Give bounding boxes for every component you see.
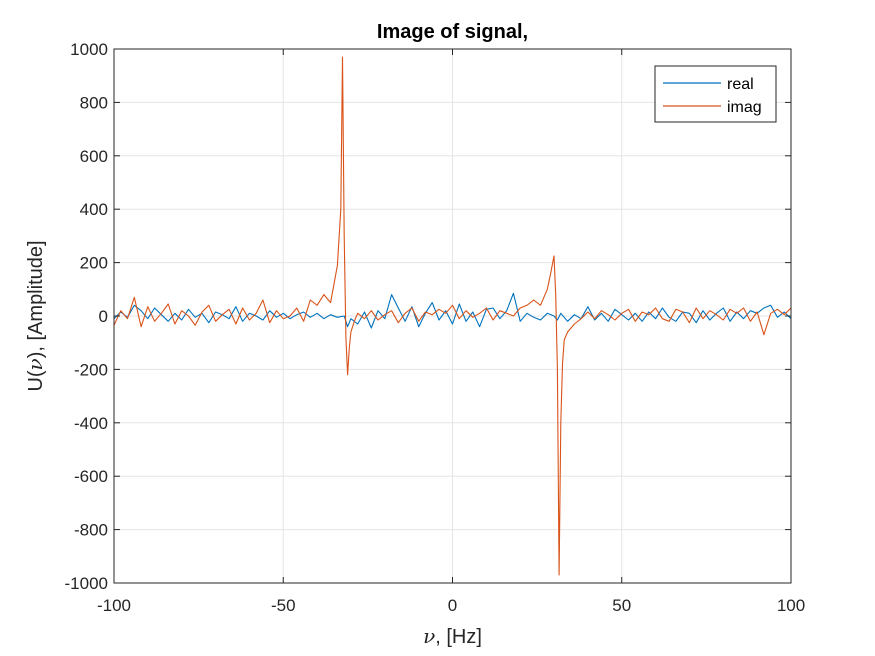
- x-tick-label: 0: [448, 596, 457, 615]
- legend-box: [654, 65, 777, 123]
- x-axis-label: ν, [Hz]: [423, 624, 482, 648]
- y-axis-label-prefix: U(: [25, 370, 47, 391]
- legend-label-real: real: [727, 76, 754, 93]
- ticks: -100 -50 0 50 100 -1000 -800 -600 -400 -200 0 200 40…: [65, 40, 806, 615]
- y-tick-label: -600: [74, 467, 108, 486]
- y-axis-label-suffix: ), [Amplitude]: [25, 240, 47, 358]
- y-tick-label: -800: [74, 521, 108, 540]
- y-axis-label: U(ν), [Amplitude]: [23, 240, 47, 391]
- x-tick-label: 100: [777, 596, 805, 615]
- x-tick-label: -100: [97, 596, 131, 615]
- grid: [113, 48, 792, 584]
- y-tick-label: -1000: [65, 574, 108, 593]
- y-tick-label: -200: [74, 360, 108, 379]
- y-tick-label: 0: [99, 307, 108, 326]
- y-tick-label: 600: [80, 147, 108, 166]
- plot-area: [114, 56, 791, 576]
- y-axis-label-symbol: ν: [23, 358, 47, 370]
- x-tick-label: 50: [612, 596, 631, 615]
- x-axis-label-unit: , [Hz]: [435, 626, 482, 648]
- chart-title: Image of signal,: [377, 21, 528, 43]
- y-tick-label: 200: [80, 254, 108, 273]
- series-line-imag: [114, 56, 791, 576]
- y-tick-label: -400: [74, 414, 108, 433]
- legend: real imag: [654, 65, 777, 123]
- x-tick-label: -50: [271, 596, 296, 615]
- legend-label-imag: imag: [727, 99, 762, 116]
- y-tick-label: 800: [80, 93, 108, 112]
- series-line-real: [114, 292, 791, 329]
- y-tick-label: 1000: [70, 40, 108, 59]
- y-tick-label: 400: [80, 200, 108, 219]
- x-axis-label-symbol: ν: [423, 624, 435, 648]
